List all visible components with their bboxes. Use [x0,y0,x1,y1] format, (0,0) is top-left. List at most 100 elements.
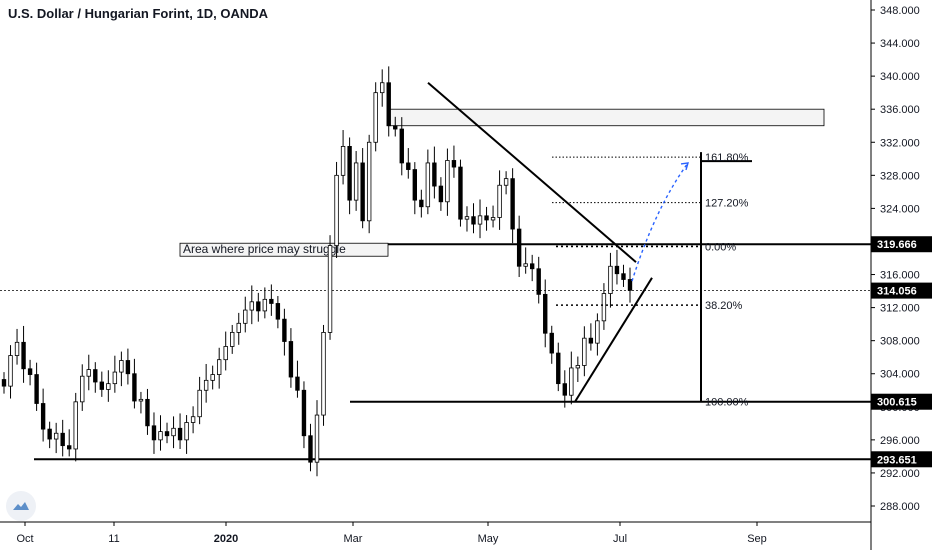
candle-body [184,422,189,441]
candle-body [216,359,222,375]
candle-body [47,428,52,440]
candle-body [236,322,241,333]
x-tick-label: Jul [613,533,627,545]
candle-body [373,92,378,143]
candle-body [93,369,98,383]
candle-body [497,184,502,218]
candle-body [484,215,489,221]
annotation-text: Area where price may struggle [183,242,346,256]
y-tick-label: 340.000 [880,71,920,83]
x-tick-label: Mar [344,533,363,545]
candle-body [347,145,352,201]
candle-body [132,373,137,402]
candle-body [556,352,561,385]
candle-body [27,368,33,375]
candle-body [301,389,307,437]
candle-body [386,82,391,127]
candle-body [275,303,281,320]
candle-body [582,337,587,366]
candle-body [8,355,13,387]
annotation-box [179,242,389,257]
candle-body [53,432,59,440]
candle-body [112,371,118,385]
ascending-trendline [574,277,653,403]
y-tick-label: 304.000 [880,369,920,381]
candle-body [314,414,320,463]
price-tag-label: 293.651 [877,454,917,466]
candle-body [119,360,124,373]
x-tick-label: 11 [108,533,119,545]
candle-body [366,141,372,222]
y-tick-label: 296.000 [880,435,920,447]
candle-body [67,445,72,450]
candle-body [171,427,176,437]
candle-body [269,298,274,304]
y-tick-label: 312.000 [880,303,920,315]
candle-body [230,331,235,347]
candle-body [608,265,613,294]
candle-body [14,341,20,356]
candle-body [340,145,346,176]
candle-body [569,367,574,396]
candle-body [510,178,515,230]
candle-body [406,162,411,170]
candle-body [151,425,157,441]
x-tick-label: 2020 [214,533,238,545]
candle-body [458,166,463,220]
fib-level-label: 0.00% [705,241,736,253]
candle-body [529,263,535,270]
resistance-zone [387,108,825,127]
candle-body [503,178,509,186]
x-tick-label: Sep [747,533,767,545]
candle-body [536,268,541,295]
price-tag-box [871,282,932,299]
candle-body [40,403,46,430]
y-tick-label: 328.000 [880,170,920,182]
candle-body [353,162,359,201]
candle-body [451,160,457,168]
candle-body [588,337,594,344]
candle-body [464,216,470,220]
price-tag-box [871,451,932,468]
candle-body [21,341,26,370]
candle-body [575,365,581,369]
candle-body [190,416,196,423]
candle-body [621,273,626,280]
fib-level-label: 38.20% [705,300,743,312]
candle-body [203,379,209,391]
candle-body [256,301,261,312]
descending-trendline [427,81,637,263]
candle-body [197,389,202,418]
candle-body [595,320,600,344]
y-tick-label: 288.000 [880,501,920,513]
candle-body [562,383,567,396]
candle-body [516,228,522,267]
candle-body [288,341,294,378]
y-tick-label: 316.000 [880,270,920,282]
x-tick-label: Oct [16,533,33,545]
candle-body [327,245,333,333]
candle-body [262,298,268,312]
candle-body [210,374,215,381]
candle-body [249,301,254,311]
candle-body [295,376,300,391]
candle-body [80,375,85,403]
x-tick-label: May [478,533,499,545]
candle-body [1,379,7,387]
candle-body [321,331,326,416]
candle-body [282,318,287,342]
candle-body [412,169,418,201]
chart-title: U.S. Dollar / Hungarian Forint, 1D, OAND… [8,6,269,21]
candle-body [164,431,170,437]
candle-body [614,265,620,275]
candle-body [393,125,398,130]
y-tick-label: 332.000 [880,137,920,149]
candle-body [438,185,444,203]
price-tag-box [871,393,932,410]
candle-body [445,160,450,203]
candle-body [419,199,424,208]
candle-body [549,332,554,354]
tradingview-logo[interactable] [6,491,36,521]
